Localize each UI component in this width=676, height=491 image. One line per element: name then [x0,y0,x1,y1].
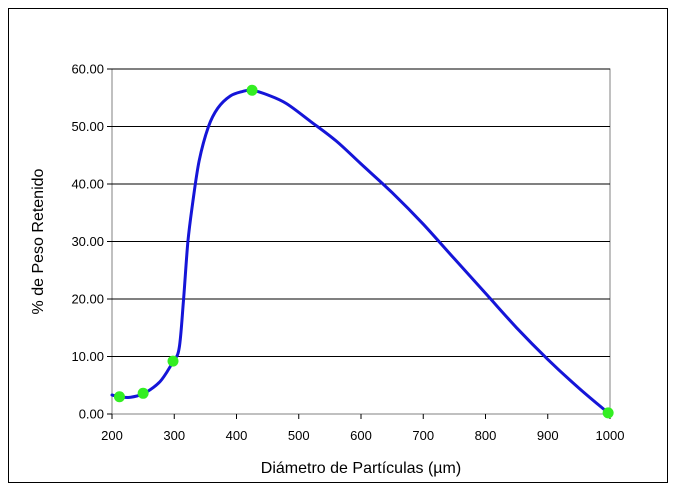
x-tick-label: 700 [412,428,434,443]
y-tick-label: 10.00 [71,349,104,364]
data-point [602,407,614,419]
y-tick-label: 0.00 [79,407,104,422]
data-point [137,387,149,399]
x-axis-ticks: 200 300 400 500 600 700 800 900 1000 [101,414,624,443]
y-axis-ticks: 0.00 10.00 20.00 30.00 40.00 50.00 60.00 [71,62,112,422]
x-tick-label: 800 [475,428,497,443]
data-points [113,84,614,419]
x-tick-label: 300 [163,428,185,443]
x-tick-label: 900 [537,428,559,443]
series-line [110,88,610,415]
x-tick-label: 200 [101,428,123,443]
x-axis-title: Diámetro de Partículas (µm) [261,460,461,477]
x-tick-label: 500 [288,428,310,443]
x-tick-label: 1000 [596,428,625,443]
gridlines [112,68,610,357]
x-tick-label: 400 [226,428,248,443]
y-tick-label: 50.00 [71,119,104,134]
y-tick-label: 20.00 [71,292,104,307]
y-tick-label: 40.00 [71,177,104,192]
y-tick-label: 60.00 [71,62,104,77]
data-point [167,355,179,367]
data-point [246,84,258,96]
data-point [113,391,125,403]
y-tick-label: 30.00 [71,234,104,249]
x-tick-label: 600 [350,428,372,443]
y-axis-title: % de Peso Retenido [30,168,47,314]
